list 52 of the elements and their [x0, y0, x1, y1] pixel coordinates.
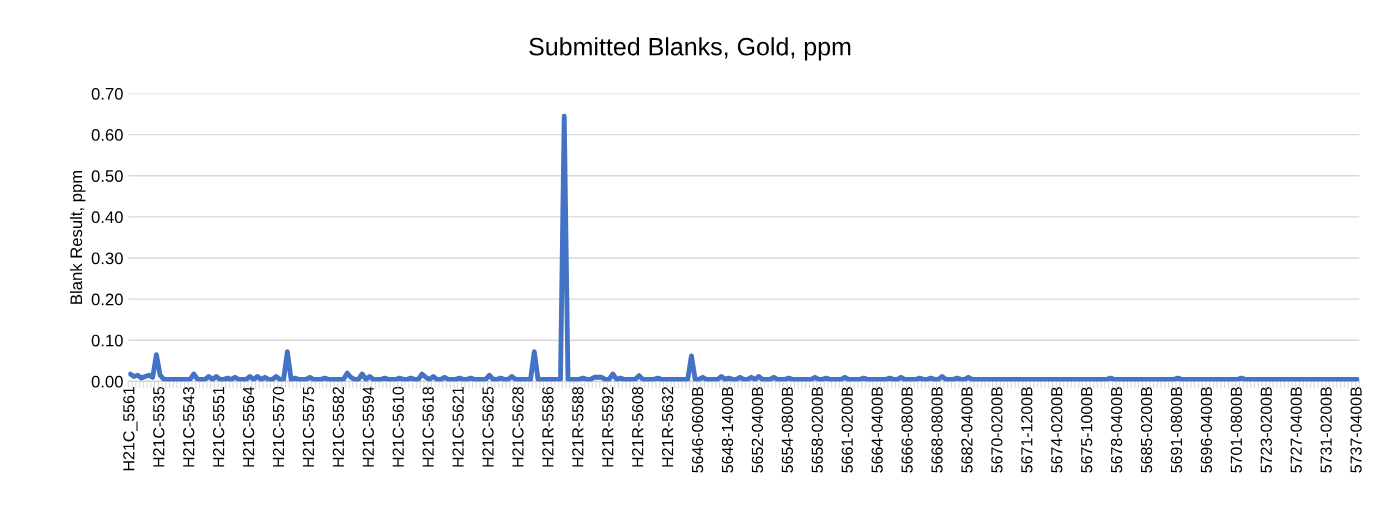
x-tick-label: H21R-5608	[632, 386, 644, 467]
x-tick-label: 5691-0800B	[1170, 387, 1183, 473]
x-tick-label: 5668-0800B	[931, 387, 943, 473]
y-tick-label: 0.40	[91, 211, 123, 224]
x-tick-label: 5737-0400B	[1350, 387, 1362, 473]
x-tick-label: H21C-5564	[242, 386, 255, 467]
x-tick-label: H21C-5543	[183, 386, 195, 467]
x-tick-label: 5661-0200B	[841, 387, 853, 473]
x-tick-label: 5696-0400B	[1200, 387, 1213, 473]
x-tick-label: H21R-5592	[602, 387, 614, 467]
x-tick-label: H21C-5551	[212, 387, 225, 467]
y-tick-label: 0.30	[91, 252, 123, 265]
x-tick-label: H21C_5561	[123, 387, 138, 471]
x-tick-label: H21C-5570	[272, 386, 285, 467]
x-tick-label: 5727-0400B	[1290, 387, 1302, 473]
x-tick-label: H21C-5610	[392, 386, 404, 467]
x-tick-label: H21C-5628	[512, 386, 524, 467]
y-tick-label: 0.50	[91, 170, 123, 182]
chart-title: Submitted Blanks, Gold, ppm	[529, 37, 851, 61]
x-tick-label: H21C-5535	[153, 386, 165, 467]
x-tick-label: H21C-5625	[482, 386, 494, 467]
x-tick-label: H21C-5582	[332, 387, 345, 467]
x-tick-label: H21C-5594	[362, 386, 374, 467]
x-tick-label: 5701-0800B	[1230, 387, 1242, 473]
x-tick-label: 5664-0400B	[871, 387, 883, 473]
x-tick-label: 5666-0800B	[901, 387, 913, 473]
x-tick-label: 5658-0200B	[811, 387, 823, 473]
x-tick-label: 5675-1000B	[1081, 387, 1093, 473]
x-tick-label: 5670-0200B	[991, 387, 1003, 473]
y-tick-label: 0.60	[91, 129, 123, 141]
x-tick-label: H21R-5588	[572, 386, 584, 467]
y-tick-label: 0.70	[91, 87, 123, 100]
x-tick-label: 5654-0800B	[781, 387, 794, 473]
x-tick-label: H21C-5575	[302, 386, 315, 467]
x-tick-label: 5646-0600B	[691, 387, 704, 473]
x-tick-label: 5678-0400B	[1110, 387, 1123, 473]
x-tick-label: 5682-0400B	[961, 387, 973, 473]
y-axis-title: Blank Result, ppm	[69, 170, 86, 304]
x-tick-label: 5648-1400B	[721, 387, 734, 473]
x-tick-label: H21C-5621	[452, 387, 464, 467]
x-tick-label: 5674-0200B	[1051, 387, 1063, 473]
x-tick-label: 5652-0400B	[751, 387, 764, 473]
x-tick-label: 5731-0200B	[1320, 387, 1332, 473]
y-tick-label: 0.00	[91, 375, 123, 388]
x-tick-label: H21R-5586	[542, 386, 554, 467]
x-tick-label: 5685-0200B	[1140, 387, 1153, 473]
y-tick-label: 0.20	[91, 293, 123, 306]
y-tick-label: 0.10	[91, 334, 123, 347]
x-tick-label: 5723-0200B	[1260, 387, 1272, 473]
x-tick-label: H21C-5618	[422, 386, 434, 467]
x-tick-label: 5671-1200B	[1021, 387, 1033, 473]
x-tick-label: H21R-5632	[661, 387, 674, 467]
